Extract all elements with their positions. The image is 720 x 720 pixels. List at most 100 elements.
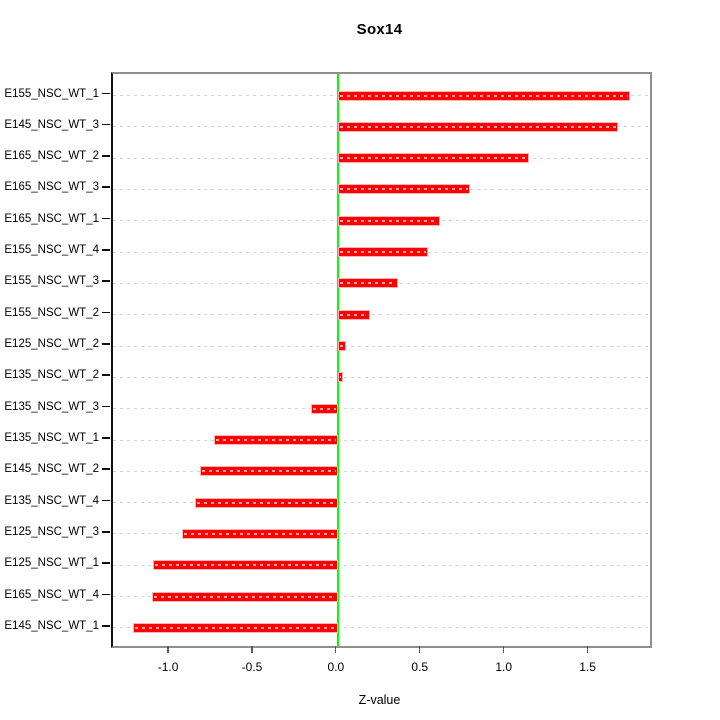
bar-grid-overlay bbox=[339, 188, 469, 191]
y-axis-label: E165_NSC_WT_2 bbox=[4, 150, 99, 163]
y-tick bbox=[102, 343, 110, 345]
y-tick bbox=[102, 624, 110, 627]
bar-grid-overlay bbox=[339, 94, 628, 97]
y-axis-label: E125_NSC_WT_1 bbox=[4, 557, 99, 570]
bar-grid-overlay bbox=[339, 125, 617, 128]
bar-E135_NSC_WT_2 bbox=[337, 372, 343, 383]
x-tick bbox=[167, 646, 169, 653]
bar-grid-overlay bbox=[339, 251, 427, 254]
y-tick bbox=[102, 311, 110, 314]
bar-grid-overlay bbox=[153, 595, 336, 598]
y-tick bbox=[102, 155, 110, 157]
bar-E155_NSC_WT_1 bbox=[337, 90, 630, 101]
x-tick bbox=[250, 646, 253, 653]
y-tick bbox=[102, 374, 110, 376]
gridline bbox=[113, 502, 650, 504]
bar-grid-overlay bbox=[135, 626, 336, 629]
bar-grid-overlay bbox=[202, 470, 336, 473]
gridline bbox=[113, 408, 650, 410]
y-axis-label: E145_NSC_WT_1 bbox=[4, 619, 99, 632]
bar-grid-overlay bbox=[339, 157, 528, 160]
y-tick bbox=[102, 437, 110, 439]
y-tick bbox=[102, 123, 110, 126]
y-axis-label: E155_NSC_WT_1 bbox=[4, 87, 99, 100]
bar-grid-overlay bbox=[155, 564, 336, 567]
y-axis-label: E155_NSC_WT_2 bbox=[4, 306, 99, 319]
bar-grid-overlay bbox=[339, 313, 368, 316]
bar-E135_NSC_WT_1 bbox=[213, 435, 338, 446]
bar-grid-overlay bbox=[339, 219, 439, 222]
y-axis-label: E145_NSC_WT_2 bbox=[4, 463, 99, 476]
bar-E125_NSC_WT_2 bbox=[337, 341, 347, 352]
bar-E135_NSC_WT_4 bbox=[195, 497, 338, 508]
y-tick bbox=[102, 593, 110, 596]
bar-E165_NSC_WT_2 bbox=[337, 153, 530, 164]
y-tick bbox=[102, 562, 110, 564]
gridline bbox=[113, 533, 650, 535]
y-tick bbox=[102, 186, 110, 189]
bar-E165_NSC_WT_4 bbox=[151, 591, 338, 602]
y-axis-label: E135_NSC_WT_1 bbox=[4, 432, 99, 445]
gridline bbox=[113, 596, 650, 598]
bar-E165_NSC_WT_1 bbox=[337, 215, 441, 226]
y-axis-label: E155_NSC_WT_3 bbox=[4, 275, 99, 288]
bar-grid-overlay bbox=[313, 407, 336, 410]
y-tick bbox=[102, 405, 110, 408]
y-tick bbox=[102, 217, 110, 220]
bar-E125_NSC_WT_3 bbox=[181, 528, 338, 539]
bar-grid-overlay bbox=[183, 532, 336, 535]
bar-grid-overlay bbox=[197, 501, 336, 504]
y-tick bbox=[102, 499, 110, 502]
y-tick bbox=[102, 468, 110, 470]
x-tick bbox=[586, 646, 589, 653]
zero-reference-line bbox=[336, 74, 339, 646]
y-axis-label: E135_NSC_WT_4 bbox=[4, 494, 99, 507]
gridline bbox=[113, 564, 650, 566]
x-tick-label: -0.5 bbox=[241, 660, 263, 674]
y-axis-label: E135_NSC_WT_2 bbox=[4, 369, 99, 382]
bar-grid-overlay bbox=[339, 282, 397, 285]
y-axis-label: E165_NSC_WT_1 bbox=[4, 212, 99, 225]
bar-E145_NSC_WT_3 bbox=[337, 121, 619, 132]
bar-E155_NSC_WT_2 bbox=[337, 309, 370, 320]
gridline bbox=[113, 470, 650, 472]
x-tick bbox=[502, 646, 505, 653]
bar-grid-overlay bbox=[339, 376, 341, 379]
gridline bbox=[113, 314, 650, 316]
y-axis-label: E125_NSC_WT_2 bbox=[4, 338, 99, 351]
bar-E155_NSC_WT_3 bbox=[337, 278, 399, 289]
x-tick bbox=[418, 646, 421, 653]
bar-grid-overlay bbox=[339, 345, 345, 348]
gridline bbox=[113, 376, 650, 378]
x-tick-label: 1.0 bbox=[495, 660, 513, 674]
y-axis-label: E145_NSC_WT_3 bbox=[4, 118, 99, 131]
x-tick-label: -1.0 bbox=[157, 660, 179, 674]
x-tick-label: 0.5 bbox=[411, 660, 429, 674]
bar-E145_NSC_WT_2 bbox=[200, 466, 338, 477]
y-axis-label: E165_NSC_WT_4 bbox=[4, 588, 99, 601]
gridline bbox=[113, 627, 650, 629]
y-tick bbox=[102, 249, 110, 251]
gridline bbox=[113, 345, 650, 347]
x-tick-label: 0.0 bbox=[327, 660, 345, 674]
bar-E165_NSC_WT_3 bbox=[337, 184, 471, 195]
x-tick-label: 1.5 bbox=[579, 660, 596, 674]
bar-E145_NSC_WT_1 bbox=[133, 622, 338, 633]
bar-E135_NSC_WT_3 bbox=[311, 403, 338, 414]
gridline bbox=[113, 439, 650, 441]
bar-E155_NSC_WT_4 bbox=[337, 247, 429, 258]
bar-E125_NSC_WT_1 bbox=[153, 560, 338, 571]
y-tick bbox=[102, 280, 110, 282]
bar-grid-overlay bbox=[215, 439, 336, 442]
y-axis-label: E125_NSC_WT_3 bbox=[4, 525, 99, 538]
chart-title: Sox14 bbox=[356, 21, 403, 38]
plot-area bbox=[111, 72, 652, 648]
y-tick bbox=[102, 92, 110, 95]
x-axis-label: Z-value bbox=[358, 693, 401, 707]
y-axis-label: E155_NSC_WT_4 bbox=[4, 244, 99, 257]
x-tick bbox=[334, 646, 337, 653]
y-tick bbox=[102, 530, 110, 533]
y-axis-label: E165_NSC_WT_3 bbox=[4, 181, 99, 194]
y-axis-label: E135_NSC_WT_3 bbox=[4, 400, 99, 413]
